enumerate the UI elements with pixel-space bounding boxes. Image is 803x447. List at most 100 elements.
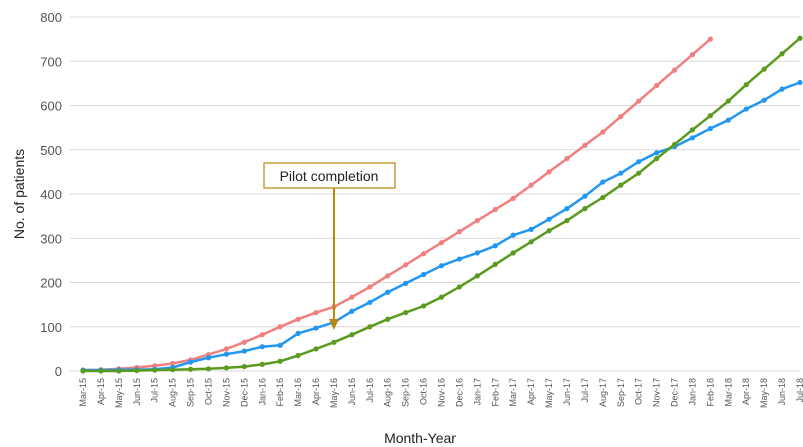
y-tick-label: 400	[40, 187, 62, 202]
x-tick-label: Jul-16	[365, 378, 375, 403]
data-point	[797, 35, 803, 41]
data-point	[420, 271, 427, 278]
x-tick-label: Jun-18	[777, 378, 787, 406]
x-tick-label: Jul-15	[150, 378, 160, 403]
y-tick-label: 200	[40, 276, 62, 291]
data-point	[438, 294, 445, 300]
data-point	[295, 352, 301, 359]
data-point	[582, 193, 588, 199]
data-point	[600, 129, 606, 135]
data-point	[654, 82, 660, 89]
data-point	[170, 360, 176, 367]
data-point	[492, 206, 498, 213]
data-point	[546, 169, 552, 175]
x-tick-label: Sep-15	[186, 378, 196, 407]
data-point	[618, 170, 624, 176]
data-point	[761, 97, 767, 103]
data-point	[779, 86, 785, 92]
x-tick-label: Apr-15	[96, 378, 106, 405]
x-tick-label: May-17	[544, 378, 554, 408]
data-point	[241, 339, 247, 345]
data-point	[241, 348, 247, 354]
data-point	[187, 366, 194, 372]
x-tick-label: Dec-17	[670, 378, 680, 407]
data-point	[438, 240, 445, 246]
data-point	[277, 358, 283, 364]
data-point	[367, 299, 373, 306]
data-point	[510, 195, 516, 202]
data-point	[510, 232, 516, 238]
data-point	[654, 156, 660, 162]
data-point	[474, 250, 480, 256]
data-point	[134, 367, 140, 374]
data-point	[456, 284, 463, 290]
x-tick-label: Feb-16	[275, 378, 285, 407]
data-point	[403, 280, 409, 286]
data-point	[707, 36, 713, 42]
data-point	[492, 243, 498, 249]
y-tick-label: 500	[40, 143, 62, 158]
x-tick-label: Jun-16	[347, 378, 357, 406]
data-point	[259, 344, 265, 350]
data-point	[618, 113, 624, 120]
x-tick-label: Jun-17	[562, 378, 572, 406]
data-point	[636, 159, 642, 165]
data-point	[420, 303, 427, 309]
data-point	[241, 363, 247, 370]
x-tick-label: Jan-17	[472, 378, 482, 406]
x-tick-label: Nov-16	[437, 378, 447, 407]
data-point	[636, 170, 642, 176]
x-tick-label: May-16	[329, 378, 339, 408]
data-point	[689, 127, 696, 133]
x-tick-label: Aug-17	[598, 378, 608, 407]
data-point	[689, 135, 696, 141]
data-point	[546, 228, 552, 234]
y-tick-label: 300	[40, 231, 62, 246]
data-point	[761, 66, 767, 72]
data-point	[295, 316, 301, 322]
x-tick-label: Dec-16	[454, 378, 464, 407]
x-tick-label: May-15	[114, 378, 124, 408]
data-point	[600, 179, 606, 185]
data-point	[205, 366, 212, 372]
data-point	[689, 52, 696, 58]
y-tick-label: 600	[40, 99, 62, 114]
data-point	[259, 332, 265, 338]
data-point	[295, 330, 301, 336]
data-point	[152, 367, 158, 373]
x-tick-label: Oct-16	[419, 378, 429, 405]
data-point	[582, 206, 588, 212]
data-point	[618, 182, 624, 188]
data-point	[743, 106, 749, 112]
data-point	[671, 141, 678, 148]
data-point	[600, 194, 606, 201]
data-point	[420, 251, 427, 257]
data-point	[313, 325, 319, 331]
data-point	[223, 346, 229, 352]
x-tick-label: Aug-15	[168, 378, 178, 407]
data-point	[331, 339, 337, 345]
x-tick-label: Nov-17	[652, 378, 662, 407]
x-tick-label: Jul-17	[580, 378, 590, 403]
data-point	[564, 206, 570, 212]
x-tick-label: Dec-15	[239, 378, 249, 407]
x-tick-label: Mar-17	[508, 378, 518, 407]
data-point	[582, 142, 588, 148]
data-point	[403, 309, 409, 316]
data-point	[367, 324, 373, 330]
data-point	[707, 113, 713, 119]
data-point	[725, 117, 731, 123]
data-point	[277, 324, 283, 330]
data-point	[367, 284, 373, 290]
data-point	[474, 273, 480, 279]
data-point	[223, 365, 229, 371]
x-tick-label: Apr-16	[311, 378, 321, 405]
x-tick-label: Jul-18	[795, 378, 803, 403]
x-tick-label: Mar-18	[723, 378, 733, 407]
data-point	[223, 351, 229, 357]
data-point	[385, 289, 391, 295]
data-point	[187, 359, 194, 365]
x-tick-label: Apr-17	[526, 378, 536, 405]
data-point	[349, 332, 355, 338]
y-axis-title: No. of patients	[11, 149, 27, 239]
